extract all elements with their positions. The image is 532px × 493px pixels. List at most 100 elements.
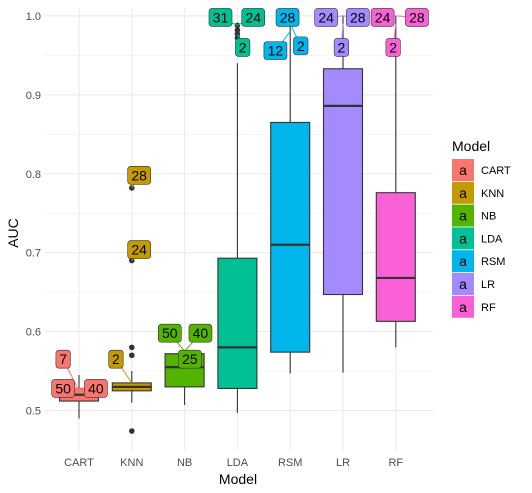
label-text: 7	[59, 351, 67, 367]
point-label-rsm: 2	[289, 23, 309, 56]
label-box	[208, 8, 233, 27]
label-text: 50	[55, 380, 71, 396]
box-lda	[217, 22, 258, 413]
point-label-cart: 7	[55, 349, 80, 392]
x-tick-label: RF	[388, 457, 403, 469]
x-tick-label: CART	[64, 457, 94, 469]
point-label-nb: 40	[184, 323, 213, 352]
legend-item-knn: a KNN	[452, 181, 504, 204]
box-body	[217, 257, 258, 389]
label-box	[370, 8, 395, 27]
axes: AUC Model	[5, 218, 257, 487]
legend-title: Model	[452, 138, 490, 154]
legend-key-glyph: a	[459, 162, 467, 178]
label-text: 28	[350, 9, 366, 25]
legend-item-rf: a RF	[452, 295, 496, 318]
label-box	[235, 38, 251, 57]
point-label-knn: 28	[127, 166, 151, 189]
legend-label: NB	[481, 211, 496, 223]
y-tick-label: 0.8	[26, 169, 41, 181]
x-tick-label: LDA	[227, 457, 249, 469]
label-text: 24	[245, 9, 261, 25]
point-label-lr: 28	[342, 8, 370, 27]
legend-label: LDA	[481, 233, 503, 245]
point-label-rf: 24	[370, 8, 396, 27]
label-text: 2	[239, 39, 247, 55]
legend-key	[452, 227, 474, 250]
point-label-rsm: 12	[263, 31, 291, 60]
outlier-point	[129, 428, 135, 434]
label-text: 2	[297, 38, 305, 54]
outlier-point	[234, 27, 241, 33]
label-text: 40	[88, 380, 104, 396]
label-box	[127, 166, 151, 185]
point-label-rf: 2	[385, 23, 401, 57]
label-box	[263, 41, 288, 60]
label-box	[345, 8, 370, 27]
label-text: 28	[131, 167, 147, 183]
label-box	[108, 349, 124, 369]
label-box	[188, 323, 213, 343]
label-text: 28	[280, 9, 296, 25]
point-label-knn: 24	[127, 240, 151, 261]
label-box	[158, 323, 182, 343]
legend-item-nb: a NB	[452, 204, 496, 227]
x-tick-label: LR	[336, 457, 350, 469]
label-text: 24	[131, 242, 147, 258]
legend: Model a CART a KNN a NB a LDA a RSM a LR a RF	[452, 138, 511, 318]
box-lr	[322, 15, 364, 373]
box-body	[375, 192, 416, 322]
label-box	[241, 8, 266, 27]
label-text: 40	[193, 325, 209, 341]
label-box	[55, 349, 71, 369]
label-text: 28	[409, 9, 425, 25]
legend-label: RSM	[481, 256, 505, 268]
y-tick-label: 1.0	[26, 11, 41, 23]
x-tick-label: NB	[177, 457, 192, 469]
label-text: 25	[182, 351, 198, 367]
x-tick-label: KNN	[120, 457, 143, 469]
label-text: 2	[338, 39, 346, 55]
outlier-point	[129, 352, 135, 359]
legend-key-glyph: a	[459, 185, 467, 201]
label-box	[333, 38, 349, 57]
legend-key	[452, 204, 474, 227]
label-box	[51, 379, 75, 398]
legend-key	[452, 159, 474, 181]
label-box	[178, 349, 202, 369]
x-axis-title: Model	[219, 471, 257, 487]
outlier-point	[129, 344, 135, 351]
legend-item-lr: a LR	[452, 273, 495, 295]
point-label-nb: 50	[158, 323, 185, 352]
label-box	[405, 8, 429, 27]
label-box	[385, 38, 401, 57]
legend-key-glyph: a	[459, 208, 467, 224]
point-label-lda: 24	[237, 8, 266, 27]
label-box	[314, 8, 338, 27]
legend-key-glyph: a	[459, 299, 467, 315]
legend-key	[452, 295, 474, 318]
legend-item-cart: a CART	[452, 159, 511, 181]
legend-item-lda: a LDA	[452, 227, 503, 250]
x-tick-label: RSM	[278, 457, 302, 469]
legend-label: LR	[481, 279, 495, 291]
y-tick-label: 0.9	[26, 90, 41, 102]
point-label-lda: 31	[208, 8, 238, 27]
point-label-lr: 2	[333, 23, 349, 57]
label-text: 2	[389, 39, 397, 55]
label-text: 24	[318, 9, 334, 25]
point-label-rsm: 28	[275, 8, 300, 27]
legend-key-glyph: a	[459, 253, 467, 269]
boxes	[58, 15, 416, 434]
label-text: 31	[213, 9, 229, 25]
legend-label: KNN	[481, 188, 504, 200]
label-text: 2	[112, 351, 120, 367]
legend-item-rsm: a RSM	[452, 250, 505, 273]
point-label-lda: 2	[235, 33, 251, 57]
label-text: 12	[268, 43, 284, 59]
legend-key	[452, 250, 474, 273]
legend-key-glyph: a	[459, 276, 467, 292]
point-label-rf: 28	[395, 8, 429, 27]
point-label-cart: 50	[51, 379, 79, 398]
